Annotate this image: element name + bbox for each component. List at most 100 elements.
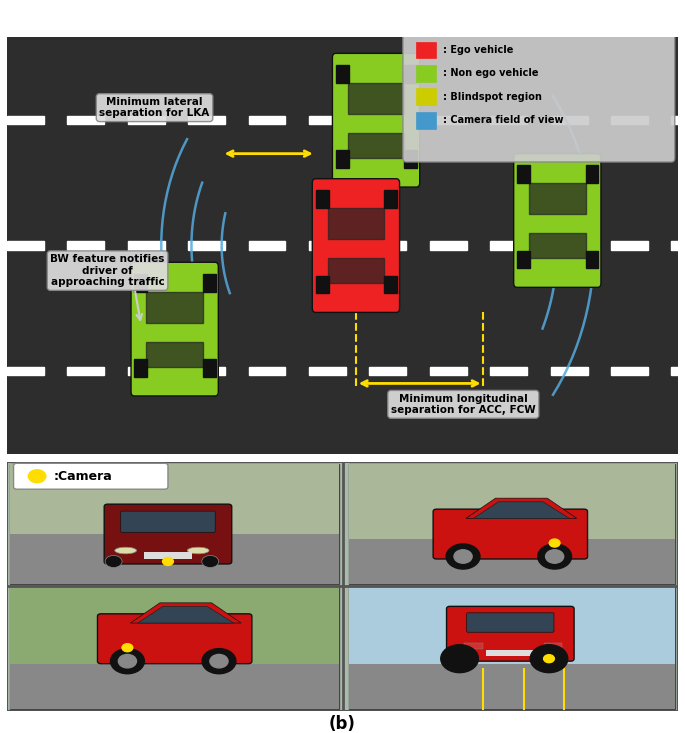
Bar xyxy=(529,233,586,258)
FancyBboxPatch shape xyxy=(447,606,574,661)
Circle shape xyxy=(544,655,554,663)
Bar xyxy=(384,276,397,293)
Circle shape xyxy=(545,550,564,563)
Bar xyxy=(316,276,329,293)
FancyBboxPatch shape xyxy=(403,32,675,162)
Text: (a): (a) xyxy=(329,479,356,498)
Circle shape xyxy=(119,655,136,668)
FancyBboxPatch shape xyxy=(332,54,420,187)
Bar xyxy=(134,359,147,377)
Bar xyxy=(316,191,329,208)
Bar xyxy=(490,116,527,125)
Bar xyxy=(67,241,104,250)
Bar xyxy=(147,342,203,366)
FancyBboxPatch shape xyxy=(514,154,601,287)
Polygon shape xyxy=(130,603,241,623)
Bar xyxy=(586,251,599,268)
Bar xyxy=(10,464,339,584)
Bar xyxy=(551,116,588,125)
Bar xyxy=(127,116,164,125)
Bar xyxy=(144,552,192,559)
Bar xyxy=(416,112,436,128)
Bar xyxy=(336,150,349,168)
Circle shape xyxy=(110,649,145,674)
Bar xyxy=(309,116,346,125)
Bar xyxy=(486,650,534,656)
Bar xyxy=(429,116,466,125)
Bar xyxy=(671,241,685,250)
Bar xyxy=(249,116,286,125)
Text: Minimum lateral
separation for LKA: Minimum lateral separation for LKA xyxy=(99,97,210,119)
Ellipse shape xyxy=(202,556,219,567)
Bar xyxy=(369,241,406,250)
Bar xyxy=(67,116,104,125)
FancyBboxPatch shape xyxy=(14,463,168,489)
Bar xyxy=(188,116,225,125)
Polygon shape xyxy=(466,498,577,518)
Bar xyxy=(490,366,527,375)
Circle shape xyxy=(202,649,236,674)
FancyBboxPatch shape xyxy=(104,504,232,564)
Bar xyxy=(249,241,286,250)
Bar xyxy=(327,208,384,239)
Bar xyxy=(188,366,225,375)
Bar xyxy=(529,183,586,214)
Polygon shape xyxy=(473,502,569,518)
Bar xyxy=(10,464,339,534)
Bar xyxy=(369,116,406,125)
Ellipse shape xyxy=(115,548,136,554)
Bar xyxy=(7,241,44,250)
Text: (b): (b) xyxy=(329,715,356,733)
Bar xyxy=(416,89,436,105)
Bar xyxy=(429,241,466,250)
Bar xyxy=(586,166,599,183)
Bar xyxy=(349,586,675,709)
Bar xyxy=(349,663,675,709)
Bar xyxy=(464,643,482,649)
FancyBboxPatch shape xyxy=(312,179,399,312)
FancyBboxPatch shape xyxy=(97,614,252,663)
Circle shape xyxy=(538,544,571,569)
Circle shape xyxy=(454,550,472,563)
Bar xyxy=(490,241,527,250)
Bar xyxy=(7,116,44,125)
Bar xyxy=(404,150,417,168)
Text: : Blindspot region: : Blindspot region xyxy=(443,92,542,102)
Bar xyxy=(67,366,104,375)
Bar xyxy=(10,663,339,709)
FancyBboxPatch shape xyxy=(131,262,219,396)
Bar xyxy=(147,292,203,323)
Ellipse shape xyxy=(187,548,209,554)
Bar xyxy=(551,366,588,375)
Bar xyxy=(369,366,406,375)
FancyBboxPatch shape xyxy=(121,511,215,532)
Circle shape xyxy=(28,470,46,483)
Bar xyxy=(349,464,675,584)
Bar xyxy=(671,366,685,375)
Bar xyxy=(10,534,339,584)
Bar xyxy=(611,116,648,125)
Bar xyxy=(416,65,436,82)
Text: : Non ego vehicle: : Non ego vehicle xyxy=(443,68,538,78)
Bar xyxy=(429,366,466,375)
Bar xyxy=(544,643,562,649)
Bar xyxy=(203,359,216,377)
Bar xyxy=(551,241,588,250)
Circle shape xyxy=(549,539,560,547)
Bar xyxy=(7,366,44,375)
Circle shape xyxy=(440,645,478,673)
Bar xyxy=(349,586,675,663)
FancyBboxPatch shape xyxy=(433,509,588,559)
Ellipse shape xyxy=(105,556,122,567)
Bar xyxy=(249,366,286,375)
Bar xyxy=(127,241,164,250)
FancyBboxPatch shape xyxy=(466,613,554,633)
Text: BW feature notifies
driver of
approaching traffic: BW feature notifies driver of approachin… xyxy=(51,254,164,287)
Bar xyxy=(416,42,436,59)
Bar xyxy=(336,65,349,83)
Text: :Camera: :Camera xyxy=(54,470,112,483)
Bar xyxy=(348,83,404,114)
Polygon shape xyxy=(138,606,234,623)
Bar xyxy=(309,241,346,250)
Circle shape xyxy=(446,544,480,569)
